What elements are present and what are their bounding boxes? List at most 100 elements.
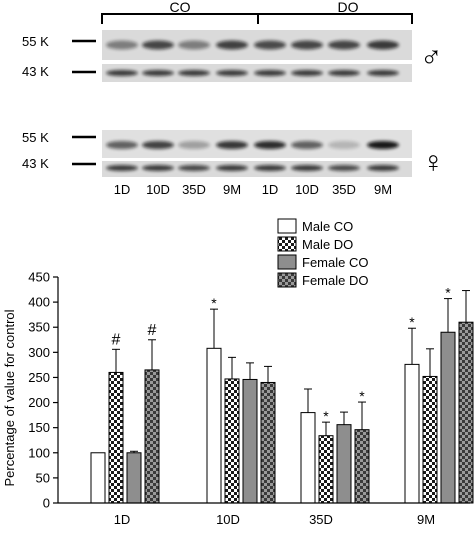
y-tick-label: 0	[43, 496, 50, 511]
legend-swatch	[277, 236, 297, 252]
lane-label: 10D	[295, 182, 319, 197]
marker-label-female-55k: 55 K	[22, 130, 49, 145]
bar-chart: Percentage of value for control 0 50 100 15…	[2, 218, 474, 527]
bar	[354, 429, 370, 504]
bar	[242, 378, 258, 504]
legend-swatch	[277, 272, 297, 288]
band-female-55k-lane-5	[254, 141, 286, 149]
legend-swatch	[277, 218, 297, 234]
bar	[206, 347, 222, 504]
western-blot-panel: CO DO 55 K 43 K ♂ 55 K 43 K ♀ 1D 10D 35D 9M…	[22, 0, 445, 197]
bar	[318, 435, 334, 504]
band-male-55k-lane-8	[367, 40, 399, 50]
lane-labels: 1D 10D 35D 9M 1D 10D 35D 9M	[114, 182, 392, 197]
legend-label: Female CO	[302, 255, 368, 270]
bands-male-43k	[106, 70, 399, 76]
female-symbol: ♀	[422, 146, 445, 179]
bar	[300, 412, 316, 504]
bar	[336, 424, 352, 504]
significance-mark: *	[359, 388, 365, 404]
band-male-55k-lane-5	[254, 40, 286, 50]
lane-label: 9M	[223, 182, 241, 197]
lane-label: 1D	[262, 182, 279, 197]
bar	[440, 331, 456, 504]
significance-mark: *	[323, 408, 329, 424]
y-axis-label: Percentage of value for control	[2, 309, 17, 486]
marker-label-male-55k: 55 K	[22, 34, 49, 49]
band-female-55k-lane-7	[328, 141, 360, 149]
significance-mark: #	[148, 322, 157, 339]
bar	[108, 371, 124, 504]
lane-label: 9M	[374, 182, 392, 197]
legend: Male CO Male DO Female CO Female DO	[277, 218, 368, 288]
bands-female-55k	[106, 141, 399, 149]
y-tick-label: 350	[28, 320, 50, 335]
x-tick-label: 1D	[114, 512, 131, 527]
band-female-43k-lane-4	[216, 165, 248, 171]
band-female-43k-lane-2	[142, 165, 174, 171]
band-female-55k-lane-4	[216, 141, 248, 149]
group-label-do: DO	[338, 0, 359, 15]
lane-label: 10D	[146, 182, 170, 197]
bands-female-43k	[106, 165, 399, 171]
band-female-43k-lane-7	[328, 165, 360, 171]
band-male-43k-lane-6	[291, 70, 323, 76]
bar	[126, 452, 142, 504]
legend-label: Female DO	[302, 273, 368, 288]
band-male-43k-lane-3	[178, 70, 210, 76]
band-male-55k-lane-3	[178, 40, 210, 50]
bar-series: * * # * * # *	[90, 285, 474, 504]
y-tick-label: 300	[28, 345, 50, 360]
band-female-55k-lane-2	[142, 141, 174, 149]
band-male-43k-lane-8	[367, 70, 399, 76]
band-male-43k-lane-7	[328, 70, 360, 76]
group-bracket-do: DO	[257, 0, 413, 24]
lane-label: 35D	[332, 182, 356, 197]
band-male-43k-lane-2	[142, 70, 174, 76]
x-tick-label: 10D	[216, 512, 240, 527]
y-tick-label: 400	[28, 295, 50, 310]
band-female-55k-lane-3	[178, 141, 210, 149]
bar	[260, 381, 276, 504]
legend-label: Male CO	[302, 219, 353, 234]
group-bracket-co: CO	[101, 0, 259, 24]
bar	[90, 452, 106, 504]
band-female-43k-lane-5	[254, 165, 286, 171]
marker-label-female-43k: 43 K	[22, 156, 49, 171]
band-female-43k-lane-1	[106, 165, 138, 171]
significance-mark: *	[445, 285, 451, 301]
lane-label: 1D	[114, 182, 131, 197]
male-symbol: ♂	[420, 40, 443, 73]
bar	[404, 363, 420, 504]
legend-label: Male DO	[302, 237, 353, 252]
legend-swatch	[277, 254, 297, 270]
bar	[224, 378, 240, 504]
band-female-55k-lane-8	[367, 141, 399, 149]
band-male-55k-lane-7	[328, 40, 360, 50]
bar	[458, 321, 474, 504]
bands-male-55k	[106, 40, 399, 50]
significance-mark: #	[112, 331, 121, 348]
band-female-55k-lane-1	[106, 141, 138, 149]
bar	[422, 375, 438, 504]
band-male-55k-lane-2	[142, 40, 174, 50]
band-female-43k-lane-3	[178, 165, 210, 171]
band-male-55k-lane-4	[216, 40, 248, 50]
x-axis: 1D 10D 35D 9M	[58, 502, 470, 527]
y-tick-label: 100	[28, 445, 50, 460]
y-tick-label: 200	[28, 395, 50, 410]
band-female-55k-lane-6	[291, 141, 323, 149]
band-male-43k-lane-5	[254, 70, 286, 76]
band-female-43k-lane-6	[291, 165, 323, 171]
y-axis: 0 50 100 150 200 250 300 350 400 450	[28, 270, 59, 511]
band-male-55k-lane-6	[291, 40, 323, 50]
significance-mark: *	[211, 295, 217, 311]
band-male-55k-lane-1	[106, 40, 138, 50]
significance-mark: *	[409, 314, 415, 330]
x-tick-label: 35D	[309, 512, 333, 527]
y-tick-label: 450	[28, 270, 50, 285]
bar	[144, 369, 160, 504]
y-tick-label: 150	[28, 420, 50, 435]
group-label-co: CO	[170, 0, 191, 15]
